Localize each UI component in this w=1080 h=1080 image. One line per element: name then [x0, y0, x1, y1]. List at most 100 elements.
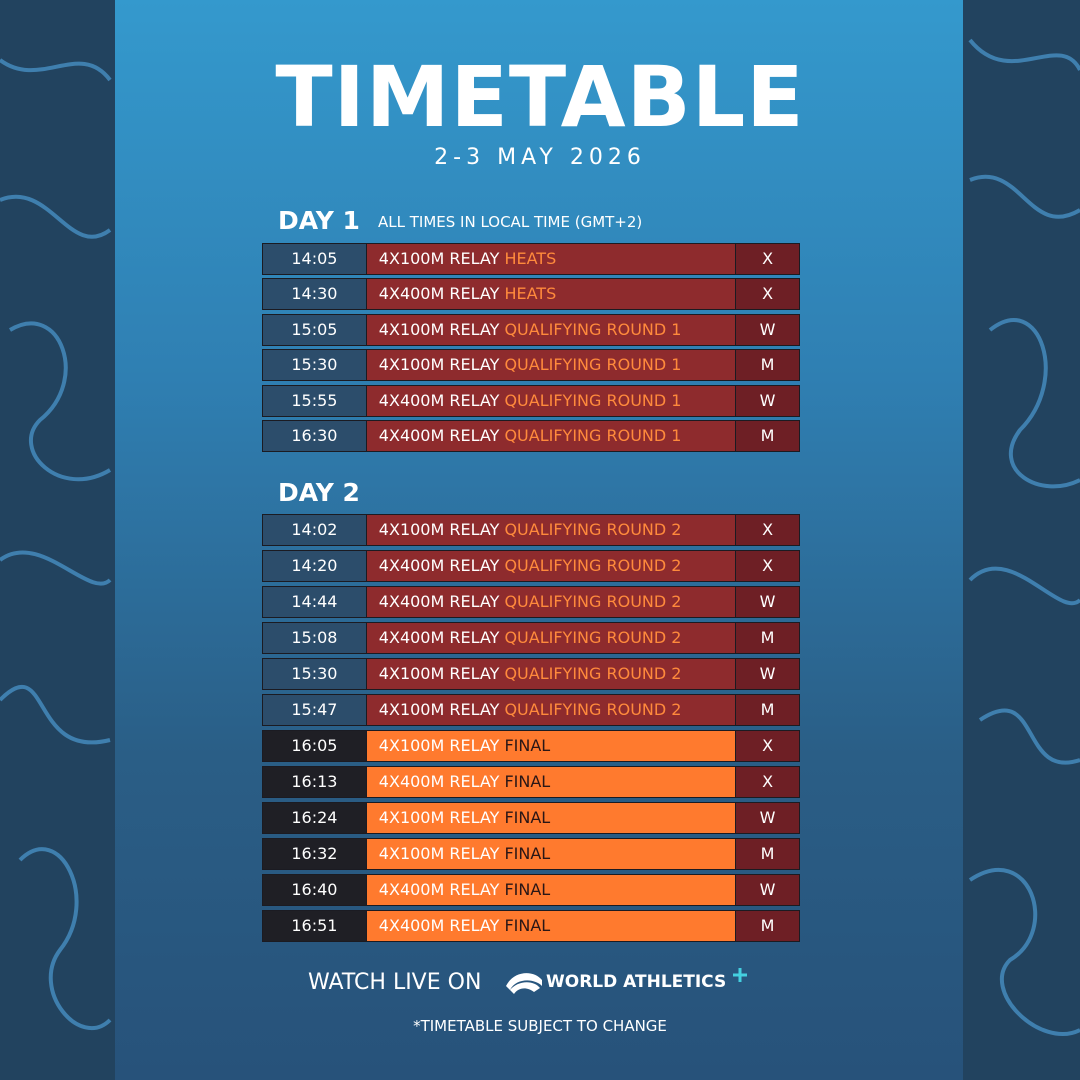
day-label: DAY 1 [278, 206, 360, 235]
round: QUALIFYING ROUND 1 [504, 426, 682, 445]
event: 4X100M RELAY [378, 808, 500, 827]
timetable-row: 16:24 4X100M RELAY FINAL W [263, 803, 799, 833]
event-cell: 4X100M RELAY HEATS [366, 244, 736, 274]
event: 4X100M RELAY [378, 355, 500, 375]
event-cell: 4X100M RELAY FINAL [366, 803, 736, 833]
day-note: ALL TIMES IN LOCAL TIME (GMT+2) [378, 213, 643, 231]
subtitle: 2-3 MAY 2026 [434, 145, 646, 170]
gender: M [735, 421, 799, 451]
time: 15:55 [263, 385, 367, 416]
round: FINAL [504, 880, 551, 899]
time: 15:30 [263, 659, 367, 689]
round: QUALIFYING ROUND 2 [504, 664, 682, 683]
gender: W [735, 659, 799, 689]
round: QUALIFYING ROUND 2 [504, 520, 682, 539]
time: 16:24 [263, 803, 367, 833]
time: 15:05 [263, 314, 367, 345]
round: HEATS [504, 249, 557, 268]
time: 14:30 [263, 279, 367, 310]
time: 14:44 [263, 587, 367, 617]
round: FINAL [504, 772, 551, 791]
time: 16:13 [263, 767, 367, 797]
gender: M [735, 695, 799, 725]
time: 15:30 [263, 350, 367, 381]
round: QUALIFYING ROUND 2 [504, 556, 682, 575]
event-cell: 4X400M RELAY HEATS [366, 279, 736, 310]
round: QUALIFYING ROUND 1 [504, 355, 682, 375]
event: 4X400M RELAY [378, 880, 500, 899]
gender: X [735, 279, 799, 310]
event-cell: 4X400M RELAY FINAL [366, 911, 736, 941]
round: QUALIFYING ROUND 1 [504, 319, 682, 339]
round: FINAL [504, 736, 551, 755]
event-cell: 4X400M RELAY FINAL [366, 875, 736, 905]
event-cell: 4X100M RELAY FINAL [366, 731, 736, 761]
event: 4X100M RELAY [378, 520, 500, 539]
event: 4X100M RELAY [378, 736, 500, 755]
event-cell: 4X400M RELAY QUALIFYING ROUND 2 [366, 587, 736, 617]
gender: W [735, 314, 799, 345]
round: HEATS [504, 284, 557, 304]
gender: M [735, 350, 799, 381]
event-cell: 4X100M RELAY QUALIFYING ROUND 2 [366, 515, 736, 545]
event-cell: 4X100M RELAY QUALIFYING ROUND 2 [366, 695, 736, 725]
brand: WORLD ATHLETICS [546, 972, 727, 992]
event: 4X400M RELAY [378, 592, 500, 611]
timetable-row: 16:51 4X400M RELAY FINAL M [263, 911, 799, 941]
time: 15:08 [263, 623, 367, 653]
event: 4X100M RELAY [378, 700, 500, 719]
gender: M [735, 911, 799, 941]
gender: X [735, 515, 799, 545]
disclaimer: *TIMETABLE SUBJECT TO CHANGE [413, 1017, 667, 1035]
time: 14:20 [263, 551, 367, 581]
logo [506, 968, 747, 994]
timetable-row: 15:30 4X100M RELAY QUALIFYING ROUND 1 M [263, 350, 799, 381]
time: 15:47 [263, 695, 367, 725]
gender: X [735, 731, 799, 761]
event-cell: 4X400M RELAY QUALIFYING ROUND 1 [366, 421, 736, 451]
event-cell: 4X400M RELAY QUALIFYING ROUND 1 [366, 385, 736, 416]
round: QUALIFYING ROUND 2 [504, 592, 682, 611]
gender: X [735, 244, 799, 274]
event-cell: 4X400M RELAY QUALIFYING ROUND 2 [366, 623, 736, 653]
time: 16:40 [263, 875, 367, 905]
timetable-row: 16:40 4X400M RELAY FINAL W [263, 875, 799, 905]
event: 4X100M RELAY [378, 844, 500, 863]
time: 16:51 [263, 911, 367, 941]
timetable-row: 16:05 4X100M RELAY FINAL X [263, 731, 799, 761]
round: FINAL [504, 844, 551, 863]
gender: M [735, 839, 799, 869]
event: 4X400M RELAY [378, 426, 500, 445]
timetable-row: 14:05 4X100M RELAY HEATS X [263, 244, 799, 274]
timetable-row: 16:13 4X400M RELAY FINAL X [263, 767, 799, 797]
event: 4X100M RELAY [378, 249, 500, 268]
gender: W [735, 587, 799, 617]
event-cell: 4X400M RELAY FINAL [366, 767, 736, 797]
time: 14:05 [263, 244, 367, 274]
timetable-row: 16:32 4X100M RELAY FINAL M [263, 839, 799, 869]
round: FINAL [504, 808, 551, 827]
event: 4X400M RELAY [378, 916, 500, 935]
event-cell: 4X100M RELAY QUALIFYING ROUND 2 [366, 659, 736, 689]
watch-label: WATCH LIVE ON [308, 970, 482, 995]
gender: X [735, 551, 799, 581]
event: 4X100M RELAY [378, 664, 500, 683]
gender: W [735, 803, 799, 833]
event-cell: 4X100M RELAY QUALIFYING ROUND 1 [366, 314, 736, 345]
round: QUALIFYING ROUND 2 [504, 700, 682, 719]
event-cell: 4X100M RELAY FINAL [366, 839, 736, 869]
round: QUALIFYING ROUND 2 [504, 628, 682, 647]
gender: M [735, 623, 799, 653]
day-label: DAY 2 [278, 478, 360, 507]
gender: W [735, 875, 799, 905]
gender: X [735, 767, 799, 797]
time: 16:32 [263, 839, 367, 869]
